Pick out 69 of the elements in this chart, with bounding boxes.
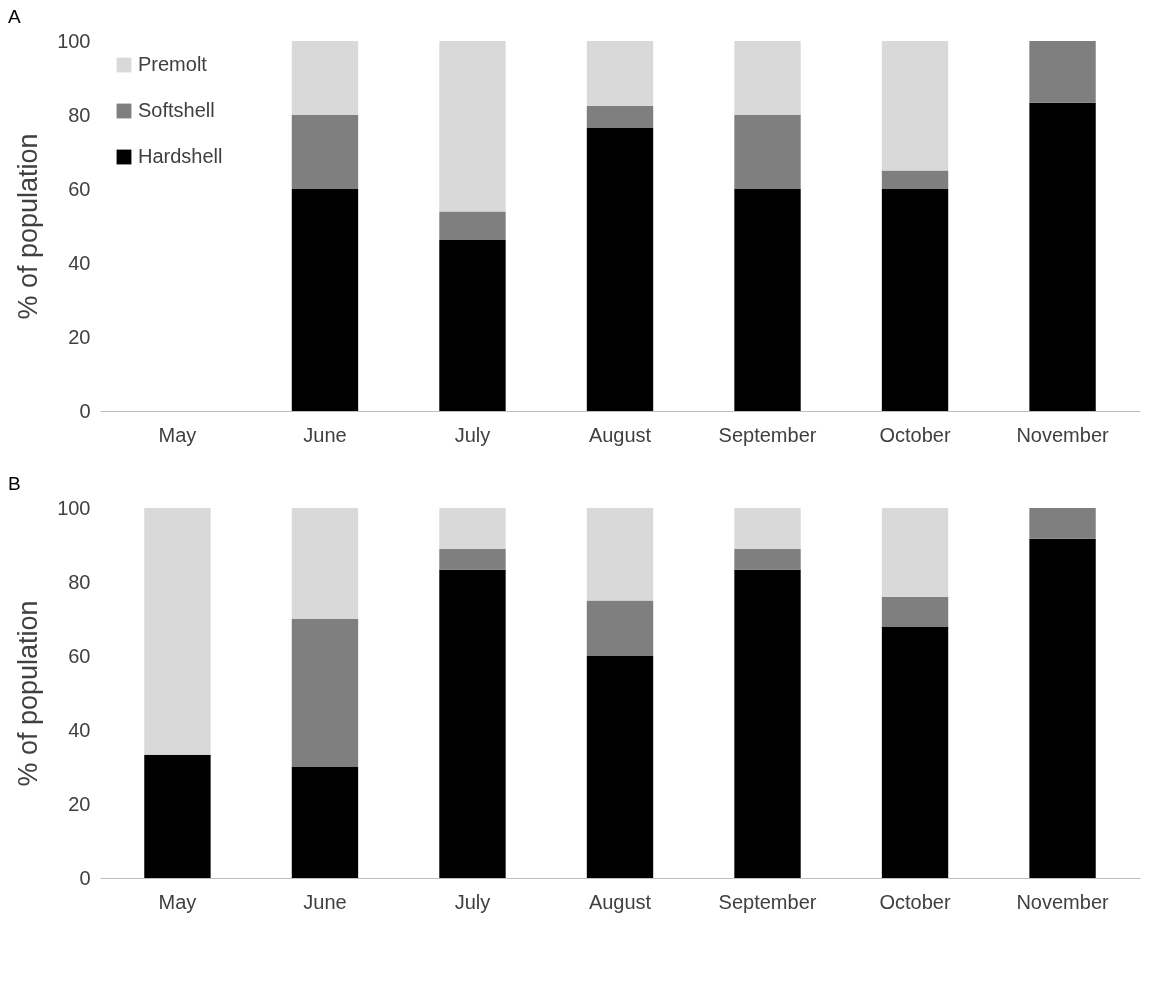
y-tick-label: 40 [68, 251, 91, 274]
y-tick-label: 80 [68, 103, 91, 126]
bar [586, 600, 654, 656]
bar [881, 170, 949, 189]
bar [291, 115, 359, 189]
y-axis-title: % of population [13, 600, 44, 787]
y-tick-label: 0 [79, 399, 91, 422]
x-tick-label: July [454, 890, 491, 913]
x-tick-label: May [158, 423, 197, 446]
y-tick-label: 20 [68, 325, 91, 348]
y-tick-label: 100 [57, 496, 91, 519]
x-tick-label: August [588, 890, 652, 913]
y-tick-label: 20 [68, 792, 91, 815]
x-tick-label: September [718, 890, 817, 913]
x-tick-label: August [588, 423, 652, 446]
bar [881, 596, 949, 627]
y-tick-label: 100 [57, 29, 91, 52]
legend-label: Hardshell [138, 145, 223, 167]
bar [881, 508, 949, 597]
bar [586, 508, 654, 601]
x-tick-label: October [879, 423, 951, 446]
bar [439, 211, 506, 241]
bar [1029, 508, 1096, 539]
bar [291, 41, 359, 115]
bar [734, 549, 801, 570]
bar [881, 41, 949, 171]
y-tick-label: 0 [79, 866, 91, 889]
bar [734, 569, 801, 878]
bar [734, 508, 801, 550]
bar [734, 189, 801, 411]
bar [586, 41, 654, 107]
bar [586, 127, 654, 411]
chart-title: B [8, 473, 21, 494]
bar [439, 41, 506, 212]
chart-title: A [8, 6, 21, 27]
x-tick-label: October [879, 890, 951, 913]
x-tick-label: July [454, 423, 491, 446]
y-tick-label: 40 [68, 718, 91, 741]
legend-label: Premolt [138, 53, 208, 75]
y-tick-label: 60 [68, 644, 91, 667]
bar [586, 106, 654, 128]
bar [1029, 538, 1096, 878]
bar [439, 569, 506, 878]
bar [291, 767, 359, 878]
x-tick-label: June [303, 890, 347, 913]
bar [144, 754, 211, 878]
bar [1029, 102, 1096, 411]
y-axis-title: % of population [13, 133, 44, 320]
x-tick-label: September [718, 423, 817, 446]
bar [881, 626, 949, 878]
bar [291, 619, 359, 767]
x-tick-label: June [303, 423, 347, 446]
bar [439, 240, 506, 411]
y-tick-label: 80 [68, 570, 91, 593]
bar [586, 656, 654, 878]
bar [291, 508, 359, 619]
bar [439, 549, 506, 570]
bar [734, 115, 801, 189]
legend-label: Softshell [138, 99, 215, 121]
y-tick-label: 60 [68, 177, 91, 200]
x-tick-label: November [1016, 890, 1110, 913]
bar [1029, 41, 1096, 103]
bar [291, 189, 359, 411]
bar [144, 508, 211, 755]
x-tick-label: November [1016, 423, 1110, 446]
bar [734, 41, 801, 115]
bar [881, 189, 949, 411]
x-tick-label: May [158, 890, 197, 913]
bar [439, 508, 506, 550]
